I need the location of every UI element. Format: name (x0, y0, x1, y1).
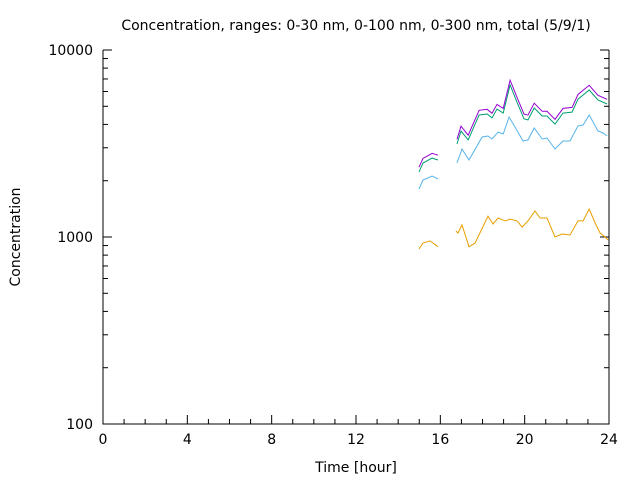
axes (102, 49, 610, 425)
y-tick-label: 10000 (48, 43, 93, 59)
x-tick-label: 16 (431, 432, 449, 448)
tick-labels: 0 4 8 12 16 20 24 100 1000 10000 (48, 43, 618, 448)
series-line-total (456, 78, 608, 140)
y-tick-label: 1000 (57, 230, 93, 246)
x-tick-label: 0 (99, 432, 108, 448)
series-line-0-30-nm (455, 207, 609, 248)
y-tick-label: 100 (66, 417, 93, 433)
series-lines (418, 78, 609, 250)
series-line-0-100-nm (418, 175, 439, 190)
x-tick-label: 12 (347, 432, 365, 448)
x-tick-label: 4 (183, 432, 192, 448)
series-line-total (418, 152, 439, 168)
x-tick-label: 24 (600, 432, 618, 448)
y-axis-label: Concentration (8, 187, 24, 286)
series-line-0-30-nm (418, 240, 439, 250)
x-axis-label: Time [hour] (314, 460, 397, 476)
series-line-0-300-nm (418, 157, 439, 173)
chart-title: Concentration, ranges: 0-30 nm, 0-100 nm… (121, 18, 590, 34)
series-line-0-300-nm (456, 83, 608, 145)
x-tick-label: 20 (516, 432, 534, 448)
x-tick-label: 8 (267, 432, 276, 448)
series-line-0-100-nm (456, 114, 608, 164)
